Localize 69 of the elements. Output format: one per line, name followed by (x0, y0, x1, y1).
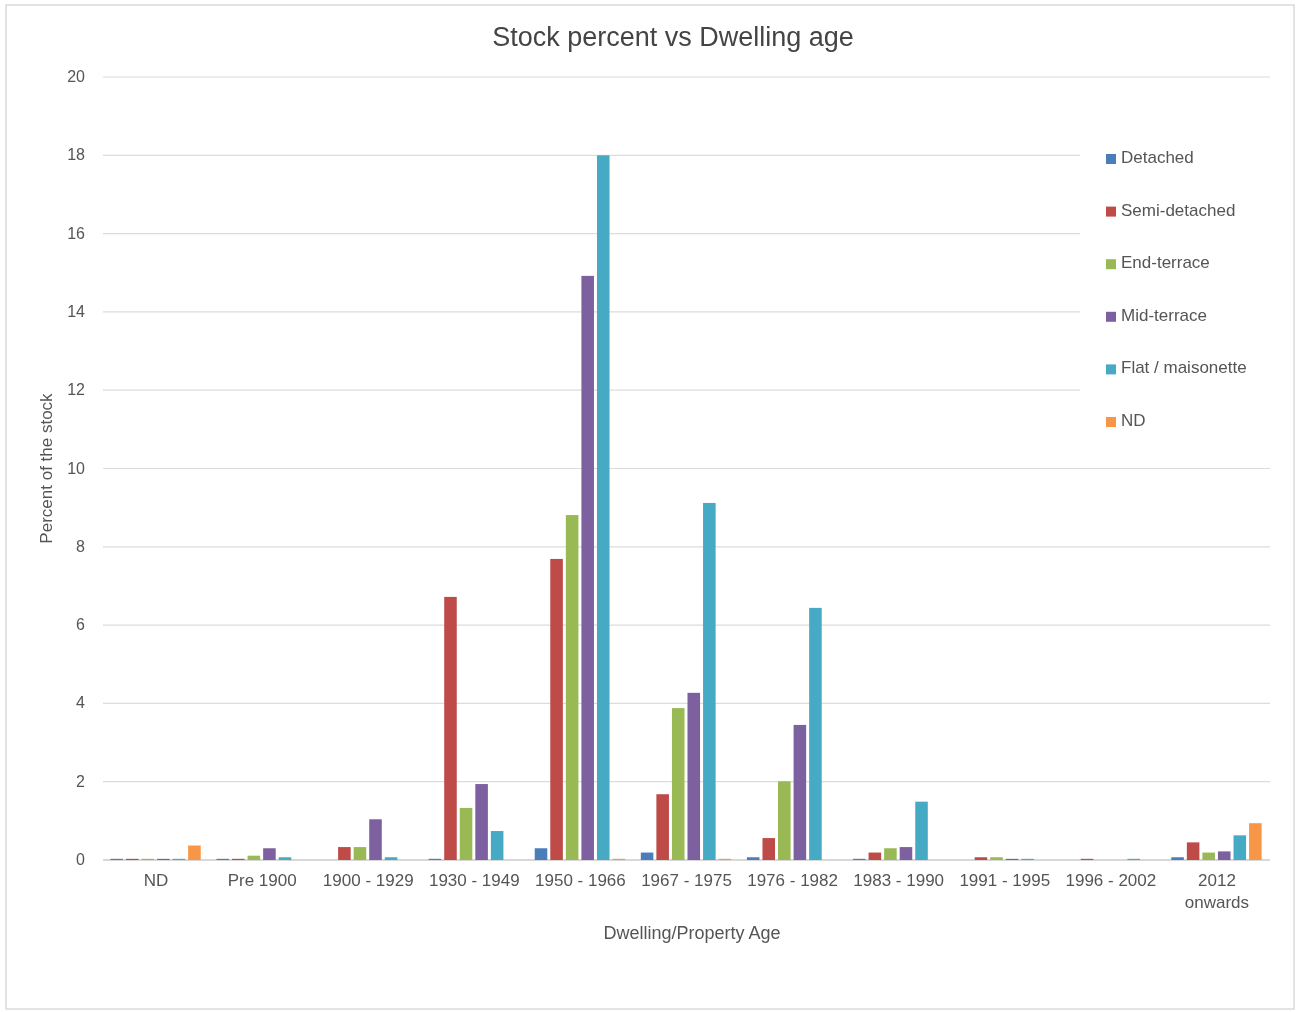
bar (596, 155, 610, 860)
y-tick-label: 20 (67, 68, 86, 85)
bar (550, 558, 563, 860)
bar (1171, 857, 1184, 860)
bar (687, 692, 701, 860)
bar (1202, 852, 1215, 860)
y-tick-label: 12 (67, 381, 86, 399)
y-tick-label: 10 (67, 459, 86, 477)
x-tick-label: 1991 - 1995 (959, 871, 1051, 890)
bar (640, 852, 654, 860)
bar (1249, 823, 1262, 860)
bar (263, 848, 276, 860)
bar (974, 857, 988, 860)
bar (581, 275, 594, 860)
y-tick-label: 4 (76, 694, 86, 712)
x-tick-label: 1996 - 2002 (1065, 871, 1157, 890)
bar (746, 857, 760, 860)
bar (475, 784, 488, 860)
x-tick-label: 2012 onwards (1184, 871, 1250, 912)
y-tick-label: 18 (67, 146, 86, 164)
bar (762, 838, 776, 860)
bar (353, 847, 367, 860)
x-tick-label: 1950 - 1966 (535, 871, 626, 890)
x-tick-label: 1983 - 1990 (853, 871, 945, 890)
x-tick-label: 1967 - 1975 (641, 871, 732, 890)
bar (490, 831, 504, 860)
legend-label: Mid-terrace (1121, 305, 1207, 325)
y-tick-label: 14 (67, 302, 86, 320)
bar (884, 848, 897, 860)
bar (671, 708, 685, 860)
bar (868, 852, 882, 860)
x-tick-label: ND (143, 871, 169, 890)
bar (915, 801, 928, 860)
bar (899, 847, 913, 860)
bar (188, 845, 201, 860)
y-axis-title: Percent of the stock (37, 392, 56, 544)
chart-title: Stock percent vs Dwelling age (492, 22, 854, 52)
bar (338, 847, 351, 860)
bar (369, 819, 382, 860)
legend-label: Detached (1121, 148, 1194, 167)
legend-label: ND (1121, 411, 1146, 430)
bar (278, 857, 292, 860)
bar (778, 781, 791, 860)
legend-label: End-terrace (1121, 253, 1210, 273)
y-tick-label: 8 (76, 537, 86, 555)
x-tick-label: 1930 - 1949 (428, 871, 520, 890)
x-tick-label: 1976 - 1982 (747, 871, 838, 890)
x-axis-title: Dwelling/Property Age (603, 923, 781, 943)
y-tick-label: 2 (76, 772, 86, 790)
bar (990, 857, 1003, 860)
bar (793, 724, 807, 860)
bar (1217, 851, 1231, 860)
y-tick-label: 16 (67, 224, 86, 242)
x-tick-label: 1900 - 1929 (322, 871, 414, 890)
bar (384, 857, 398, 860)
bar (565, 515, 579, 860)
bar (1186, 842, 1200, 860)
y-tick-label: 6 (76, 616, 86, 634)
legend-label: Semi-detached (1121, 200, 1236, 220)
x-tick-label: Pre 1900 (227, 871, 297, 890)
y-tick-label: 0 (76, 851, 86, 868)
bar (444, 596, 457, 860)
bar (809, 607, 822, 860)
bar (703, 502, 716, 860)
bar (1233, 835, 1247, 860)
legend-label: Flat / maisonette (1121, 358, 1247, 378)
bar (459, 807, 473, 860)
bar (534, 848, 548, 860)
bar (656, 794, 669, 860)
